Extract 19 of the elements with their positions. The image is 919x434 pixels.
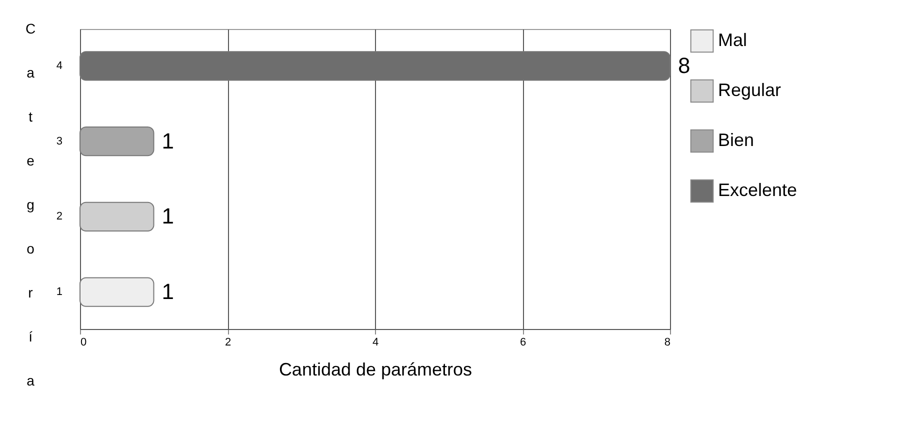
x-tick-label: 2 — [224, 336, 232, 348]
y-tick-label: 1 — [56, 286, 62, 298]
x-axis-title: Cantidad de parámetros — [278, 360, 472, 380]
y-tick-label: 2 — [56, 210, 62, 223]
data-label: 1 — [162, 204, 174, 229]
legend-label: Mal — [718, 30, 748, 50]
data-label: 1 — [162, 279, 174, 304]
y-tick-label: 3 — [56, 135, 62, 148]
text: Categoría — [25, 20, 36, 388]
x-tick-label: 0 — [80, 336, 87, 348]
data-label: 8 — [678, 52, 690, 78]
y-tick-label: 4 — [56, 60, 62, 72]
legend-label: Excelente — [718, 180, 798, 200]
legend-label: Bien — [718, 130, 754, 150]
x-tick-label: 4 — [372, 336, 379, 348]
data-label: 1 — [162, 128, 174, 154]
x-tick-label: 6 — [520, 336, 526, 348]
x-tick-label: 8 — [664, 336, 670, 348]
legend-label: Regular — [718, 80, 782, 100]
